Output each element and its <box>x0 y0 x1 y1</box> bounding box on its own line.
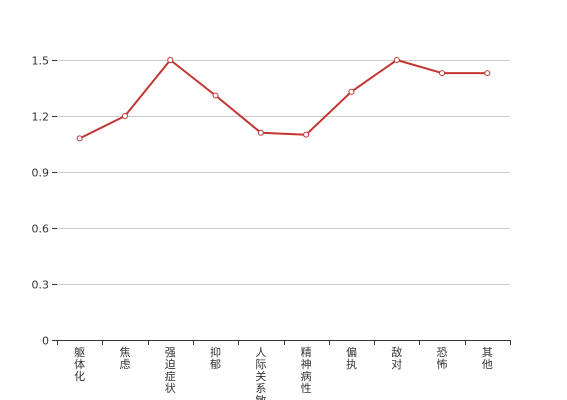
grid-lines <box>57 60 510 285</box>
x-tick-label: 偏执 <box>346 345 357 371</box>
data-point[interactable] <box>393 57 400 63</box>
y-tick-label: 0.3 <box>32 279 50 292</box>
data-point[interactable] <box>76 135 83 142</box>
y-tick-label: 1.2 <box>32 111 50 124</box>
x-tick-label: 躯体化 <box>74 346 85 383</box>
x-tick-label: 强迫症状 <box>165 346 176 395</box>
y-tick-label: 1.5 <box>32 55 50 68</box>
x-tick-label: 精神病性 <box>301 346 312 395</box>
data-point[interactable] <box>348 88 355 95</box>
data-point[interactable] <box>439 70 446 77</box>
x-tick-labels: 躯体化 焦虑 强迫症状 抑郁 人际关系敏感 精神病性 偏执 敌对 恐怖 其他 <box>74 345 493 400</box>
x-tick-label: 恐怖 <box>437 346 448 371</box>
y-tick-label: 0.6 <box>32 223 50 236</box>
data-point[interactable] <box>121 113 128 119</box>
x-tick-label: 人际关系敏感 <box>255 346 266 400</box>
y-tick-label: 0 <box>42 335 49 348</box>
data-point[interactable] <box>303 131 310 138</box>
x-tick-label: 焦虑 <box>119 346 130 371</box>
x-tick-label: 抑郁 <box>210 345 221 371</box>
series-line <box>79 59 488 140</box>
axes <box>52 60 511 345</box>
data-point[interactable] <box>212 92 219 99</box>
series <box>76 57 491 142</box>
data-point[interactable] <box>257 129 264 136</box>
data-point[interactable] <box>167 57 174 63</box>
y-tick-labels: 0 0.3 0.6 0.9 1.2 1.5 <box>32 55 50 348</box>
x-tick-label: 敌对 <box>391 345 402 371</box>
x-tick-label: 其他 <box>482 346 493 371</box>
data-point[interactable] <box>484 70 491 77</box>
y-tick-label: 0.9 <box>32 167 50 180</box>
